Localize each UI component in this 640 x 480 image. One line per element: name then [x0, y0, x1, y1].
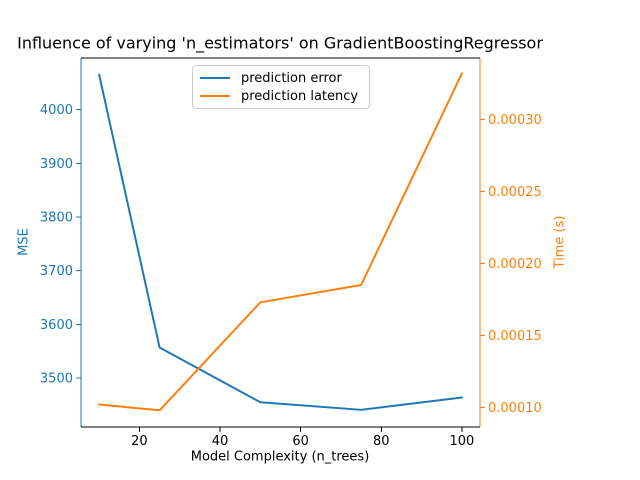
- right-y-axis-tick-label: 0.00015: [488, 329, 542, 344]
- x-axis-tick-label: 60: [292, 434, 309, 449]
- left-y-axis-tick-label: 3900: [40, 157, 73, 172]
- right-y-axis-tick-label: 0.00010: [488, 401, 542, 416]
- legend: prediction error prediction latency: [192, 65, 370, 109]
- x-axis-tick-label: 20: [131, 434, 148, 449]
- left-y-axis-label: MSE: [16, 228, 32, 256]
- right-y-axis-tick-label: 0.00030: [488, 113, 542, 128]
- prediction-latency-line: [98, 72, 463, 412]
- left-y-axis-tick-label: 3800: [40, 210, 73, 225]
- right-y-axis-tick-label: 0.00025: [488, 185, 542, 200]
- prediction-error-line-swatch: [200, 77, 230, 79]
- left-y-axis-tick-label: 3700: [40, 264, 73, 279]
- chart-title: Influence of varying 'n_estimators' on G…: [17, 33, 543, 53]
- x-axis-label: Model Complexity (n_trees): [190, 449, 370, 465]
- prediction-latency-line-swatch: [200, 95, 230, 97]
- legend-item-prediction-error: prediction error: [200, 69, 361, 87]
- x-axis-tick-label: 40: [212, 434, 229, 449]
- legend-item-prediction-latency: prediction latency: [200, 87, 361, 105]
- left-y-axis-tick-label: 3600: [40, 318, 73, 333]
- prediction-error-line: [98, 73, 463, 411]
- right-y-axis-label: Time (s): [552, 215, 568, 269]
- x-axis-tick-label: 80: [373, 434, 390, 449]
- x-axis-tick-label: 100: [449, 434, 474, 449]
- left-y-axis-tick-label: 3500: [40, 372, 73, 387]
- right-y-axis-tick-label: 0.00020: [488, 257, 542, 272]
- legend-label-prediction-error: prediction error: [241, 70, 342, 86]
- left-y-axis-tick-label: 4000: [40, 103, 73, 118]
- legend-label-prediction-latency: prediction latency: [241, 88, 359, 104]
